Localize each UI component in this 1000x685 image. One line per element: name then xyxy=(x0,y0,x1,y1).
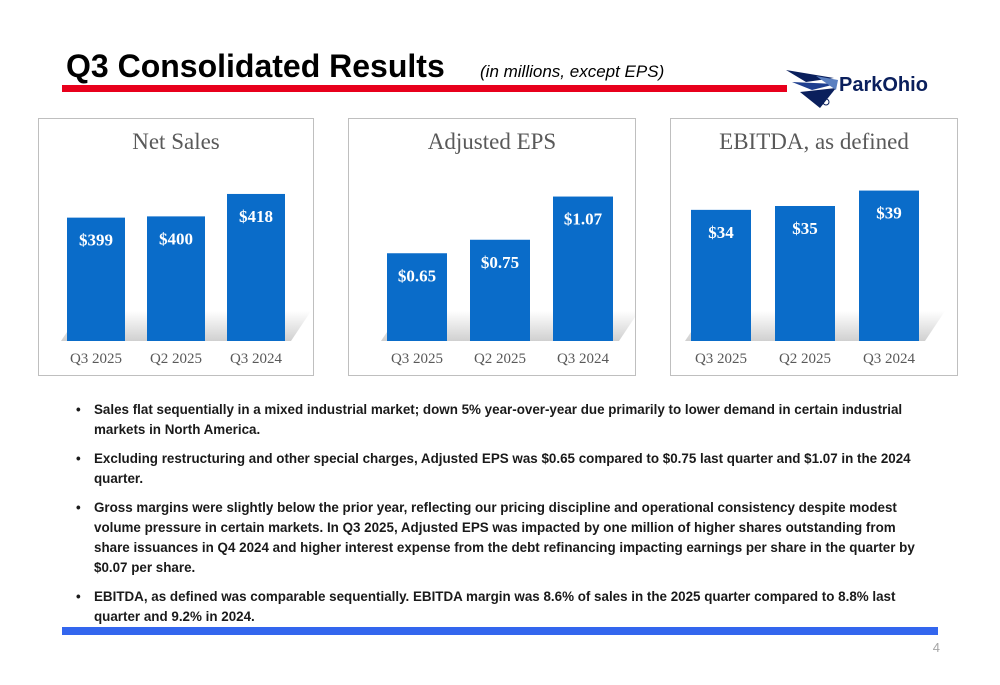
chart-title: EBITDA, as defined xyxy=(719,129,909,154)
bullet-icon: • xyxy=(76,589,81,604)
x-tick-label: Q3 2025 xyxy=(695,351,747,367)
slide-title: Q3 Consolidated Results xyxy=(66,48,445,84)
ebitda-chart: $34 Q3 2025 $35 Q2 2025 $39 Q3 2024 EBITDA, a… xyxy=(670,118,958,376)
bar-q3-2024 xyxy=(553,196,613,341)
bullet-icon: • xyxy=(76,402,81,417)
data-label: $1.07 xyxy=(564,210,603,229)
data-label: $35 xyxy=(792,219,818,238)
chart-title: Adjusted EPS xyxy=(427,129,557,154)
page-number: 4 xyxy=(932,640,940,655)
chart-title: Net Sales xyxy=(132,129,220,154)
title-underline xyxy=(62,85,787,92)
x-tick-label: Q3 2024 xyxy=(557,351,610,367)
chart-plot: $399 Q3 2025 $400 Q2 2025 $418 Q3 2024 xyxy=(61,193,311,367)
x-tick-label: Q2 2025 xyxy=(779,351,831,367)
logo-wordmark: ParkOhio xyxy=(839,74,928,96)
net-sales-chart: $399 Q3 2025 $400 Q2 2025 $418 Q3 2024 Net Sa… xyxy=(38,118,314,376)
bar-q3-2025 xyxy=(691,209,751,341)
x-tick-label: Q2 2025 xyxy=(474,351,526,367)
adjusted-eps-chart: $0.65 Q3 2025 $0.75 Q2 2025 $1.07 Q3 2024 Adj… xyxy=(348,118,636,376)
data-label: $400 xyxy=(159,229,193,248)
bar-q2-2025 xyxy=(775,206,835,341)
data-label: $0.75 xyxy=(481,253,519,272)
bullet-icon: • xyxy=(76,451,81,466)
bar-q3-2025 xyxy=(387,253,447,341)
bar-q3-2024 xyxy=(859,190,919,341)
data-label: $0.65 xyxy=(398,266,436,285)
chart-plot: $0.65 Q3 2025 $0.75 Q2 2025 $1.07 Q3 2024 xyxy=(381,196,635,367)
bullet-item: • Gross margins were slightly below the p… xyxy=(76,500,915,575)
slide-subtitle: (in millions, except EPS) xyxy=(480,62,665,81)
footer-bar xyxy=(62,627,938,635)
chart-plot: $34 Q3 2025 $35 Q2 2025 $39 Q3 2024 xyxy=(685,190,945,367)
bar-q3-2025 xyxy=(67,217,125,341)
bar-q2-2025 xyxy=(147,216,205,341)
bar-q2-2025 xyxy=(470,239,530,341)
data-label: $418 xyxy=(239,207,273,226)
bar-q3-2024 xyxy=(227,193,285,341)
x-tick-label: Q3 2025 xyxy=(70,351,122,367)
bullet-list: • Sales flat sequentially in a mixed indu… xyxy=(76,400,926,636)
x-tick-label: Q3 2024 xyxy=(230,351,283,367)
x-tick-label: Q3 2024 xyxy=(863,351,916,367)
x-tick-label: Q3 2025 xyxy=(391,351,443,367)
parkohio-logo-icon xyxy=(786,70,838,108)
bullet-item: • Sales flat sequentially in a mixed indu… xyxy=(76,402,903,437)
data-label: $34 xyxy=(708,223,734,242)
bullet-icon: • xyxy=(76,500,81,515)
x-tick-label: Q2 2025 xyxy=(150,351,202,367)
bullet-item: • EBITDA, as defined was comparable seque… xyxy=(76,589,896,624)
bullet-item: • Excluding restructuring and other speci… xyxy=(76,451,911,486)
data-label: $39 xyxy=(876,204,902,223)
data-label: $399 xyxy=(79,231,113,250)
